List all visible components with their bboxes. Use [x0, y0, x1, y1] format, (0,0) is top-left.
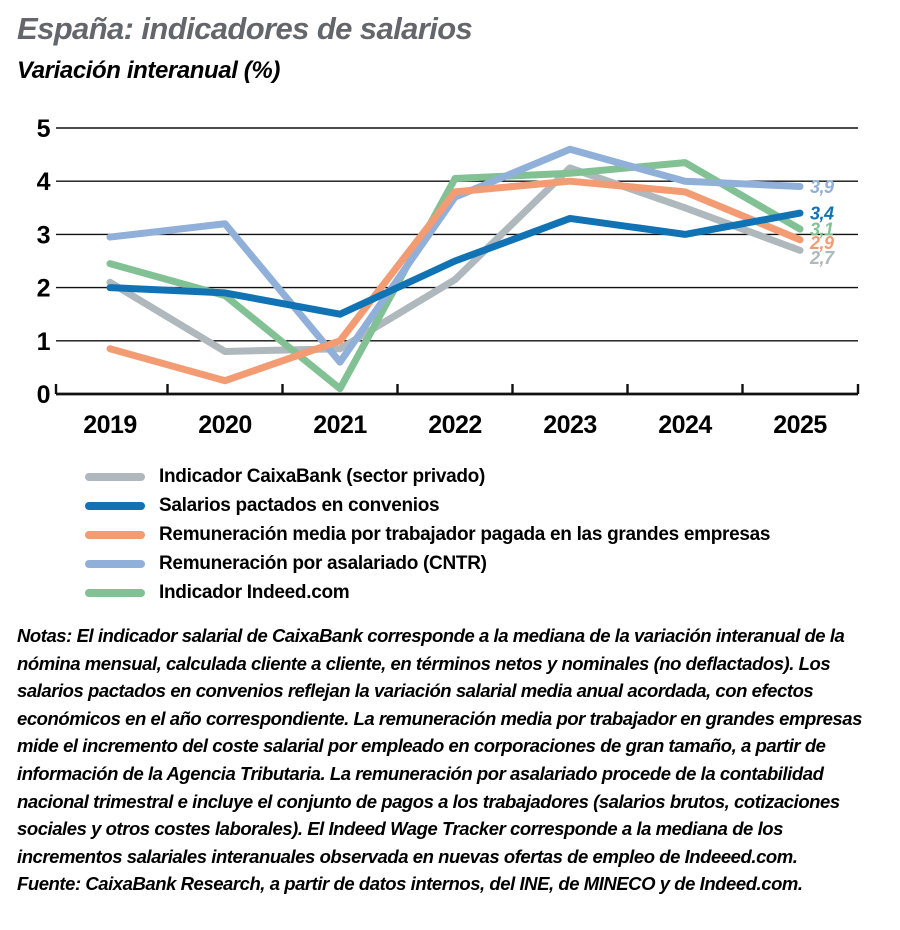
series-line-caixabank: [106, 164, 804, 355]
y-axis-label: 4: [37, 168, 51, 196]
line-chart: 0 1 2 3 4 5 2019 2020 2021 2022 2023 2024 2025 2,7 3,4…: [37, 115, 860, 439]
notes-text: Notas: El indicador salarial de CaixaBan…: [17, 622, 884, 870]
y-axis-label: 5: [37, 115, 51, 143]
chart-subtitle: Variación interanual (%): [17, 57, 280, 84]
notes-label: Notas:: [17, 625, 72, 646]
legend-item-caixabank: Indicador CaixaBank (sector privado): [85, 462, 770, 491]
legend-swatch-cntr: [85, 559, 145, 568]
series-end-label-caixabank: 2,7: [809, 248, 835, 268]
source-text: Fuente: CaixaBank Research, a partir de …: [17, 870, 884, 898]
legend-label-indeed: Indicador Indeed.com: [159, 581, 350, 603]
series-end-label-indeed: 3,1: [810, 220, 834, 240]
x-axis-label: 2022: [428, 411, 482, 439]
x-axis-label: 2025: [773, 411, 827, 439]
legend-label-grandes-empresas: Remuneración media por trabajador pagada…: [159, 523, 771, 545]
legend-label-convenios: Salarios pactados en convenios: [159, 494, 440, 516]
x-axis-label: 2021: [313, 411, 367, 439]
legend-swatch-indeed: [85, 588, 145, 597]
y-axis-label: 0: [37, 381, 50, 409]
y-axis-label: 2: [37, 275, 50, 303]
x-axis-label: 2023: [543, 411, 597, 439]
legend-label-caixabank: Indicador CaixaBank (sector privado): [159, 465, 486, 487]
series-end-label-convenios: 3,4: [810, 204, 834, 224]
legend-item-grandes-empresas: Remuneración media por trabajador pagada…: [85, 520, 770, 549]
legend-swatch-grandes-empresas: [85, 530, 145, 539]
source-label: Fuente:: [17, 873, 81, 895]
notes: Notas: El indicador salarial de CaixaBan…: [17, 622, 884, 898]
legend-label-cntr: Remuneración por asalariado (CNTR): [159, 552, 487, 574]
source-body: CaixaBank Research, a partir de datos in…: [85, 873, 803, 895]
legend-item-indeed: Indicador Indeed.com: [85, 578, 770, 607]
notes-body: El indicador salarial de CaixaBank corre…: [17, 625, 862, 867]
y-axis-label: 1: [37, 328, 51, 356]
y-axis-label: 3: [37, 221, 50, 249]
series-end-label-grandes-empresas: 2,9: [809, 233, 834, 253]
legend-swatch-caixabank: [85, 472, 145, 481]
series-line-convenios: [106, 209, 804, 318]
legend-item-cntr: Remuneración por asalariado (CNTR): [85, 549, 770, 578]
legend-item-convenios: Salarios pactados en convenios: [85, 491, 770, 520]
legend-swatch-convenios: [85, 501, 145, 510]
series-end-label-cntr: 3,9: [810, 177, 834, 197]
chart-title: España: indicadores de salarios: [17, 11, 473, 46]
x-axis-label: 2019: [83, 411, 137, 439]
legend: Indicador CaixaBank (sector privado) Sala…: [85, 462, 770, 607]
x-axis-label: 2024: [658, 411, 712, 439]
series-line-grandes-empresas: [106, 177, 804, 385]
x-axis-label: 2020: [198, 411, 252, 439]
